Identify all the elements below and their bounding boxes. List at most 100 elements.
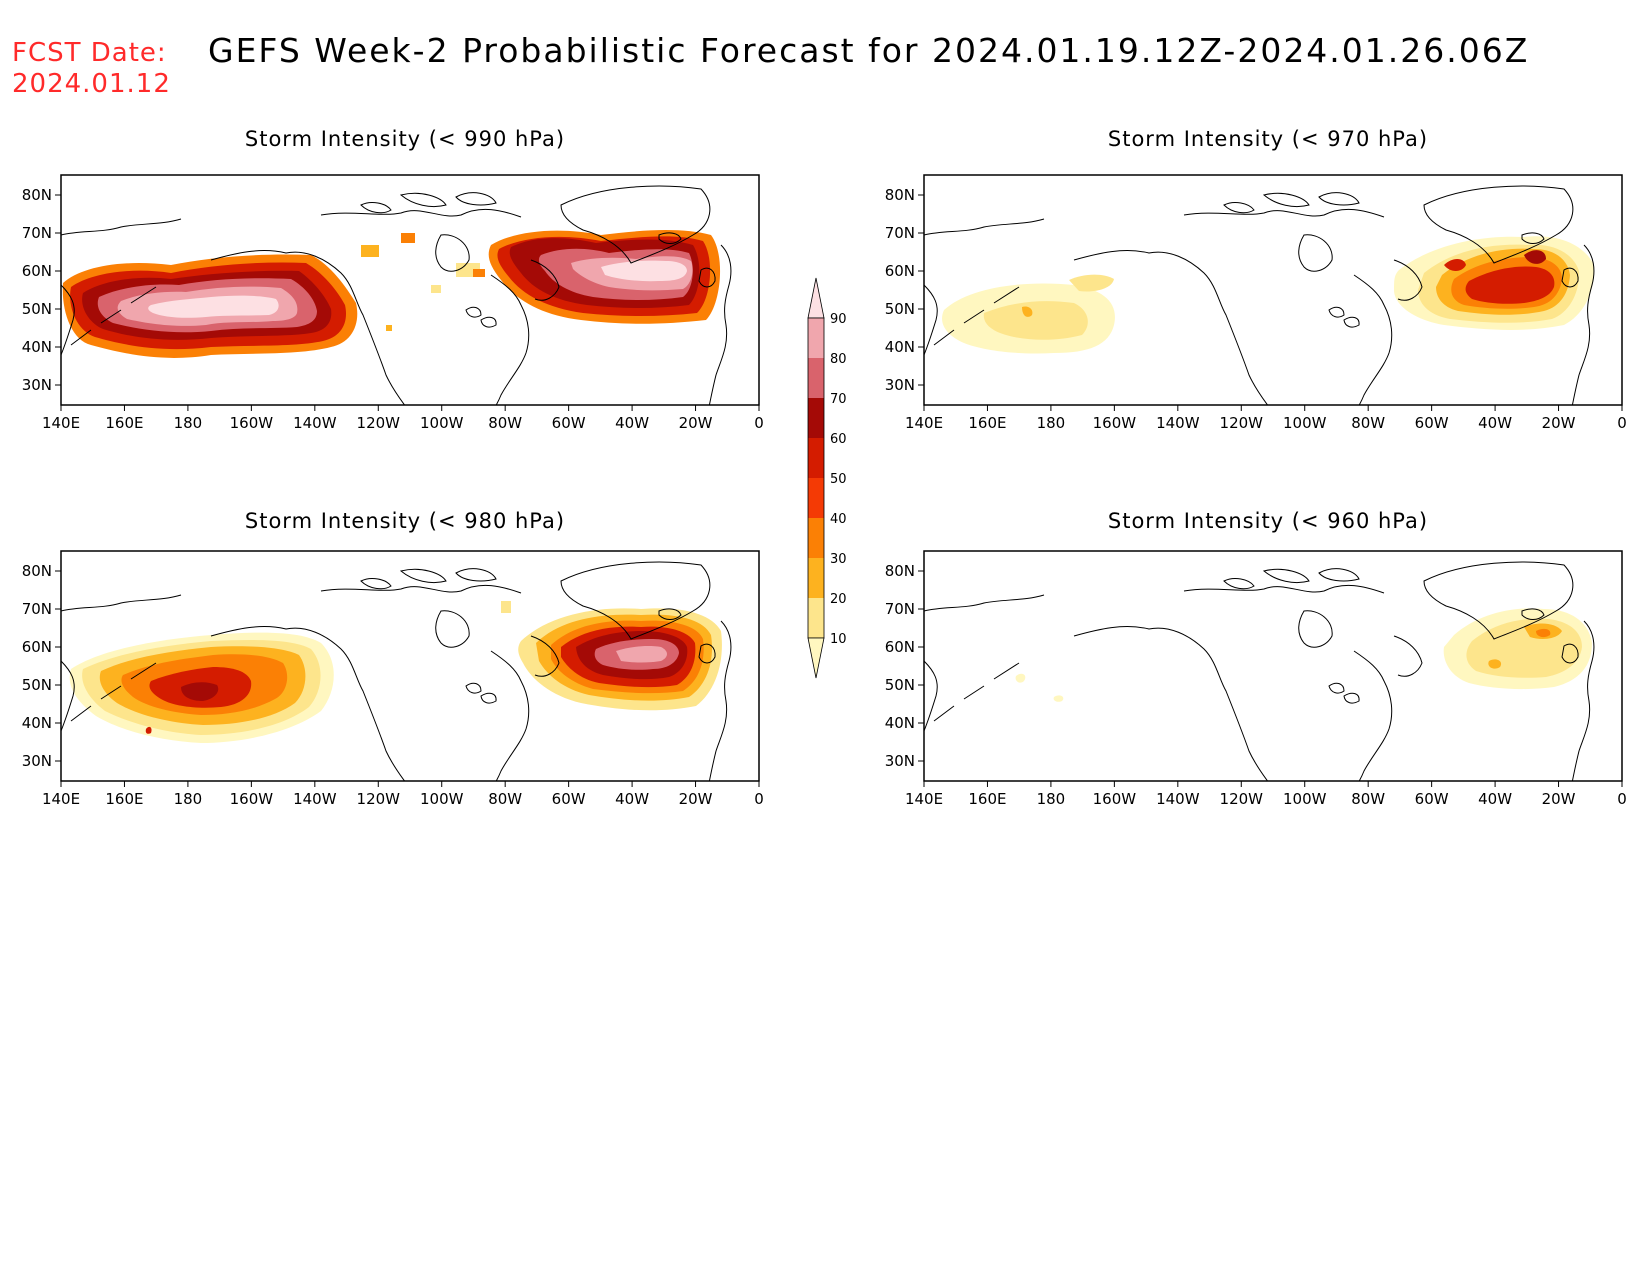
lon-tick-label: 120W (1220, 790, 1264, 808)
coastline-960 (924, 561, 1595, 781)
lon-tick-label: 180 (174, 414, 203, 432)
lon-tick-label: 0 (1617, 414, 1627, 432)
coastline-segment (1521, 608, 1545, 620)
coastline-segment (70, 286, 157, 346)
coastline-segment (320, 584, 522, 594)
map-frame-980 (60, 550, 760, 782)
coastline-segment (435, 234, 470, 272)
lon-tick-label: 40W (1478, 790, 1512, 808)
lat-tick-label: 40N (22, 338, 52, 356)
lon-tick-label: 40W (1478, 414, 1512, 432)
coastline-segment (1262, 568, 1310, 584)
lon-tick-label: 100W (1283, 790, 1327, 808)
coastline-segment (698, 643, 716, 664)
lon-tick-label: 80W (488, 414, 522, 432)
lat-tick-label: 30N (22, 376, 52, 394)
coastline-segment (530, 259, 560, 301)
lon-tick-label: 140W (1156, 414, 1200, 432)
panel-title-960: Storm Intensity (< 960 hPa) (1107, 509, 1429, 533)
lat-tick-label: 30N (885, 752, 915, 770)
colorbar-label: 10 (830, 632, 847, 647)
lon-tick-label: 160W (1093, 414, 1137, 432)
coastline-segment (490, 650, 530, 781)
lat-tick-label: 40N (885, 714, 915, 732)
colorbar-label: 60 (830, 432, 847, 447)
coastline-segment (435, 610, 470, 648)
coastline-segment (1423, 561, 1574, 640)
coastline-970 (924, 185, 1595, 405)
coastline-segment (1183, 208, 1385, 218)
lat-tick-label: 50N (885, 300, 915, 318)
lon-tick-label: 100W (420, 414, 464, 432)
lon-tick-label: 180 (1037, 790, 1066, 808)
coastline-980 (61, 561, 732, 781)
lat-tick-label: 40N (885, 338, 915, 356)
coastline-segment (1328, 306, 1345, 318)
colorbar-segment (808, 518, 824, 558)
lon-tick-label: 160E (105, 790, 143, 808)
forecast-date-label: FCST Date: (12, 38, 167, 68)
lon-tick-label: 140E (905, 790, 943, 808)
coastline-segment (658, 232, 682, 244)
coastline-segment (1571, 620, 1595, 781)
axis-ticks-960: 140E 160E 180 160W 140W 120W 100W 80W 60W 40W 20W 0… (885, 562, 1627, 808)
lon-tick-label: 160W (230, 790, 274, 808)
coastline-segment (61, 594, 182, 612)
probability-field-980 (69, 601, 722, 743)
coastline-segment (924, 284, 938, 356)
lon-tick-label: 100W (420, 790, 464, 808)
lon-tick-label: 40W (615, 790, 649, 808)
lon-tick-label: 40W (615, 414, 649, 432)
lon-tick-label: 80W (488, 790, 522, 808)
coastline-group (61, 185, 732, 405)
coastline-segment (1298, 610, 1333, 648)
coastline-segment (480, 692, 497, 704)
lon-tick-label: 0 (754, 414, 764, 432)
coastline-group (924, 185, 1595, 405)
lon-tick-label: 20W (1542, 414, 1576, 432)
coastline-group (61, 561, 732, 781)
colorbar-label: 40 (830, 512, 847, 527)
colorbar-segment (808, 598, 824, 638)
lat-tick-label: 50N (22, 676, 52, 694)
lon-tick-label: 20W (679, 790, 713, 808)
coastline-segment (1318, 192, 1360, 206)
coastline-segment (1571, 244, 1595, 405)
map-frame-970 (923, 174, 1623, 406)
coastline-segment (480, 316, 497, 328)
lat-tick-label: 30N (885, 376, 915, 394)
coastline-segment (70, 662, 157, 722)
coastline-segment (924, 594, 1045, 612)
lon-tick-label: 120W (1220, 414, 1264, 432)
coastline-segment (1073, 250, 1269, 405)
map-frame-960 (923, 550, 1623, 782)
coastline-segment (320, 208, 522, 218)
coastline-segment (455, 192, 497, 206)
lat-tick-label: 50N (885, 676, 915, 694)
coastline-segment (698, 267, 716, 288)
coastline-segment (210, 626, 406, 781)
lat-tick-label: 80N (885, 562, 915, 580)
lon-tick-label: 60W (552, 790, 586, 808)
lon-tick-label: 160W (230, 414, 274, 432)
forecast-date-value: 2024.01.12 (12, 69, 171, 99)
lat-tick-label: 80N (22, 562, 52, 580)
lon-tick-label: 140E (42, 414, 80, 432)
lat-tick-label: 30N (22, 752, 52, 770)
colorbar-label: 20 (830, 592, 847, 607)
coastline-segment (455, 568, 497, 582)
lat-tick-label: 70N (22, 224, 52, 242)
coastline-segment (360, 578, 392, 590)
coastline-segment (560, 185, 711, 264)
map-panel-980: 140E 160E 180 160W 140W 120W 100W 80W 60W 40W 20W 0… (22, 550, 764, 808)
lat-tick-label: 60N (22, 262, 52, 280)
lat-tick-label: 60N (885, 638, 915, 656)
lon-tick-label: 160E (105, 414, 143, 432)
lon-tick-label: 100W (1283, 414, 1327, 432)
coastline-segment (61, 218, 182, 236)
colorbar-segment (808, 358, 824, 398)
colorbar-label: 70 (830, 392, 847, 407)
coastline-segment (1223, 578, 1255, 590)
lat-tick-label: 50N (22, 300, 52, 318)
